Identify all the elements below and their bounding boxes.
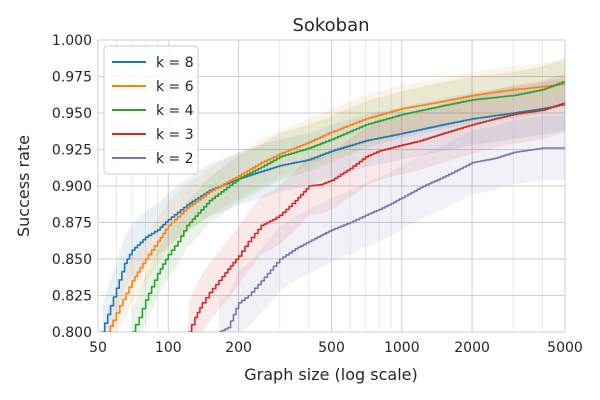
band-k4: [132, 57, 565, 332]
line-k6: [107, 83, 565, 332]
x-tick-label: 2000: [454, 340, 490, 356]
y-tick-label: 0.875: [52, 216, 92, 232]
band-k2: [219, 115, 565, 332]
y-tick-label: 0.900: [52, 179, 92, 195]
legend-box: [103, 45, 199, 175]
chart-title: Sokoban: [292, 15, 369, 36]
line-k4: [132, 80, 565, 332]
y-tick-label: 0.850: [52, 252, 92, 268]
y-tick-label: 0.925: [52, 143, 92, 159]
legend-label-k8: k = 8: [156, 55, 194, 71]
x-tick-label: 5000: [547, 340, 583, 356]
legend-label-k3: k = 3: [156, 127, 194, 143]
legend-label-k2: k = 2: [156, 151, 194, 167]
legend-label-k6: k = 6: [156, 79, 194, 95]
x-tick-label: 100: [155, 340, 182, 356]
band-k3: [188, 73, 565, 332]
legend-label-k4: k = 4: [156, 103, 194, 119]
band-k8: [102, 78, 565, 332]
y-tick-label: 0.800: [52, 325, 92, 341]
tick-labels: 50 100 200 500 1000 2000 5000 0.800 0.825 0.850 0.…: [52, 33, 583, 356]
y-tick-label: 0.950: [52, 106, 92, 122]
y-tick-label: 0.825: [52, 289, 92, 305]
band-k6: [107, 60, 565, 332]
line-k8: [102, 104, 565, 332]
legend: k = 8 k = 6 k = 4 k = 3 k = 2: [103, 45, 199, 175]
line-k2: [219, 147, 565, 332]
y-tick-label: 1.000: [52, 33, 92, 49]
x-tick-label: 1000: [384, 340, 420, 356]
x-tick-label: 50: [89, 340, 107, 356]
line-k3: [188, 102, 565, 332]
series-lines: [102, 80, 565, 332]
x-tick-label: 500: [318, 340, 345, 356]
x-axis-label: Graph size (log scale): [244, 365, 417, 384]
y-axis-label: Success rate: [14, 135, 33, 237]
y-tick-label: 0.975: [52, 70, 92, 86]
x-tick-label: 200: [225, 340, 252, 356]
confidence-bands: [102, 57, 565, 332]
